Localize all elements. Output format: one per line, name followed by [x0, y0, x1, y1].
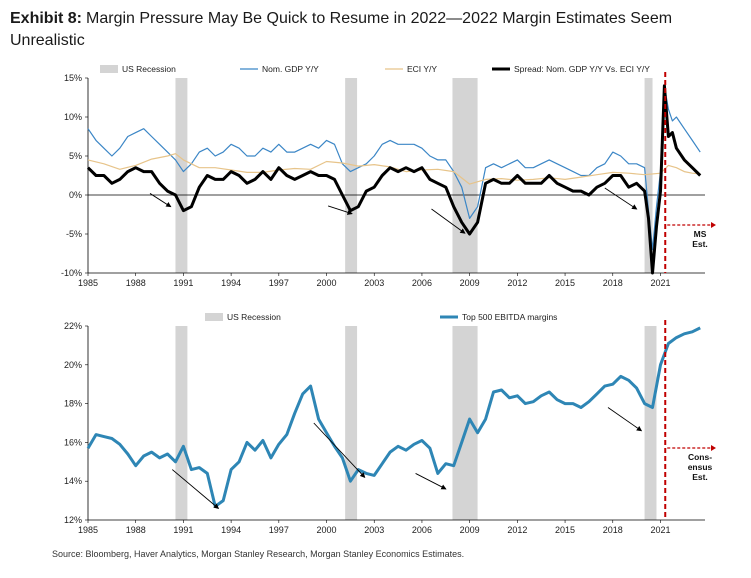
chart-ebitda-margins: 22% 20% 18% 16% 14% 12%1985 1988 1991 1994 1997 20…: [64, 312, 716, 535]
legend-label: US Recession: [227, 312, 281, 322]
legend-label: ECI Y/Y: [407, 64, 437, 74]
estimate-arrow-head: [711, 222, 716, 228]
x-tick-label: 1994: [221, 525, 241, 535]
source-note: Source: Bloomberg, Haver Analytics, Morg…: [52, 549, 465, 559]
estimate-label: Est.: [692, 239, 708, 249]
y-tick-label: -10%: [61, 268, 82, 278]
estimate-label: Cons-: [688, 452, 712, 462]
series-line: [86, 326, 701, 508]
x-tick-label: 2021: [650, 525, 670, 535]
series-line: [87, 153, 701, 185]
recession-band: [175, 326, 188, 520]
x-tick-label: 2015: [555, 525, 575, 535]
exhibit-label: Exhibit 8:: [10, 10, 83, 27]
x-tick-label: 2003: [364, 278, 384, 288]
series-line: [87, 85, 701, 251]
x-tick-label: 2012: [507, 525, 527, 535]
x-tick-label: 2006: [412, 278, 432, 288]
estimate-label: MS: [694, 229, 707, 239]
x-tick-label: 1997: [269, 525, 289, 535]
legend-swatch-recession: [205, 313, 223, 321]
recession-band: [345, 78, 358, 273]
x-tick-label: 1991: [173, 525, 193, 535]
x-tick-label: 1985: [78, 525, 98, 535]
legend-label: US Recession: [122, 64, 176, 74]
recession-band: [644, 78, 653, 273]
x-tick-label: 1988: [126, 525, 146, 535]
recession-band: [175, 78, 188, 273]
exhibit-title-text: Margin Pressure May Be Quick to Resume i…: [10, 10, 673, 49]
y-tick-label: 15%: [64, 73, 82, 83]
estimate-arrow-head: [711, 445, 716, 451]
x-tick-label: 1991: [173, 278, 193, 288]
trend-arrow: [149, 193, 172, 208]
estimate-label: Est.: [692, 472, 708, 482]
recession-band: [345, 326, 358, 520]
y-tick-label: 10%: [64, 112, 82, 122]
x-tick-label: 2009: [460, 525, 480, 535]
recession-band: [644, 326, 657, 520]
x-tick-label: 2015: [555, 278, 575, 288]
recession-band: [452, 326, 478, 520]
x-tick-label: 2021: [650, 278, 670, 288]
x-tick-label: 2012: [507, 278, 527, 288]
exhibit-title: Exhibit 8: Margin Pressure May Be Quick t…: [10, 8, 740, 52]
x-tick-label: 1985: [78, 278, 98, 288]
y-tick-label: 16%: [64, 437, 82, 447]
x-tick-label: 1988: [126, 278, 146, 288]
trend-arrow: [415, 473, 447, 490]
trend-arrow: [327, 205, 353, 215]
x-tick-label: 2003: [364, 525, 384, 535]
y-tick-label: 14%: [64, 476, 82, 486]
legend-label: Top 500 EBITDA margins: [462, 312, 557, 322]
y-tick-label: 18%: [64, 399, 82, 409]
recession-band: [452, 78, 478, 273]
legend-swatch-recession: [100, 65, 118, 73]
y-tick-label: 22%: [64, 321, 82, 331]
series-line: [86, 84, 702, 275]
x-tick-label: 2009: [460, 278, 480, 288]
y-tick-label: 5%: [69, 151, 82, 161]
x-tick-label: 2006: [412, 525, 432, 535]
y-tick-label: 0%: [69, 190, 82, 200]
y-tick-label: 12%: [64, 515, 82, 525]
trend-arrow: [431, 208, 466, 234]
x-tick-label: 1994: [221, 278, 241, 288]
x-tick-label: 2000: [317, 525, 337, 535]
x-tick-label: 1997: [269, 278, 289, 288]
trend-arrow: [604, 187, 638, 210]
estimate-label: ensus: [688, 462, 713, 472]
trend-arrow: [607, 407, 643, 432]
x-tick-label: 2018: [603, 525, 623, 535]
legend-label: Spread: Nom. GDP Y/Y Vs. ECI Y/Y: [514, 64, 650, 74]
x-tick-label: 2018: [603, 278, 623, 288]
chart-spread: 15% 10% 5% 0% -5% -10%1985 1988 1991 1994 1997 200…: [61, 64, 716, 288]
y-tick-label: 20%: [64, 360, 82, 370]
x-tick-label: 2000: [317, 278, 337, 288]
trend-arrow: [313, 422, 366, 478]
trend-arrow: [171, 469, 220, 509]
y-tick-label: -5%: [66, 229, 82, 239]
legend-label: Nom. GDP Y/Y: [262, 64, 319, 74]
